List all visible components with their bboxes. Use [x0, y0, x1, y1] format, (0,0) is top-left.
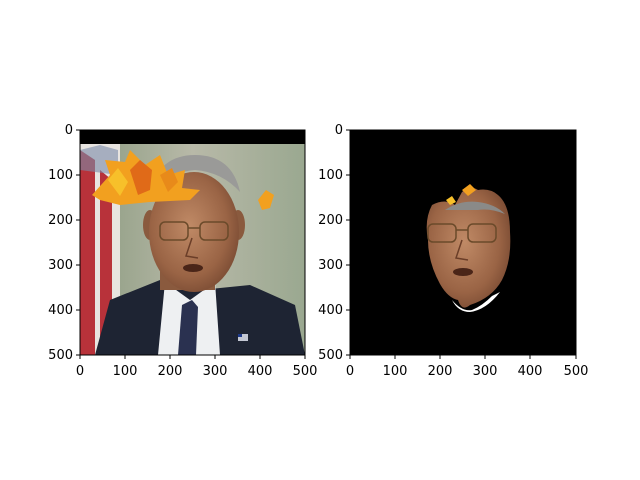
y-tick-label: 400 [318, 303, 343, 318]
y-tick-label: 400 [48, 303, 73, 318]
x-tick-label: 400 [248, 364, 273, 379]
y-tick-labels-right: 0 100 200 300 400 500 [318, 123, 343, 363]
x-tick-label: 0 [76, 364, 84, 379]
y-tick-label: 200 [318, 213, 343, 228]
x-tick-label: 400 [518, 364, 543, 379]
x-tick-label: 100 [383, 364, 408, 379]
y-tick-label: 100 [48, 168, 73, 183]
axes-right: 0 100 200 300 400 500 0 100 200 300 400 … [318, 123, 588, 379]
y-tick-label: 300 [318, 258, 343, 273]
y-tick-label: 0 [65, 123, 73, 138]
x-tick-label: 500 [564, 364, 589, 379]
x-axis-right [349, 355, 577, 359]
x-tick-labels-right: 0 100 200 300 400 500 [346, 364, 589, 379]
y-tick-label: 200 [48, 213, 73, 228]
x-tick-label: 300 [203, 364, 228, 379]
axes-frame-right [349, 129, 577, 356]
x-tick-label: 200 [158, 364, 183, 379]
masked-face-image [350, 130, 576, 355]
leaf-overlay [92, 150, 274, 210]
y-tick-label: 500 [318, 348, 343, 363]
y-tick-label: 0 [335, 123, 343, 138]
axes-frame-left [79, 129, 306, 356]
x-tick-label: 0 [346, 364, 354, 379]
y-tick-label: 500 [48, 348, 73, 363]
y-tick-label: 100 [318, 168, 343, 183]
face [149, 172, 239, 292]
glasses [159, 221, 229, 241]
y-tick-labels-left: 0 100 200 300 400 500 [48, 123, 73, 363]
y-tick-label: 300 [48, 258, 73, 273]
x-tick-label: 500 [293, 364, 318, 379]
y-axis-right [346, 129, 350, 356]
axes-left: 0 100 200 300 400 500 0 100 200 300 400 … [48, 123, 317, 379]
glasses-right [427, 223, 497, 243]
x-tick-labels-left: 0 100 200 300 400 500 [76, 364, 318, 379]
x-tick-label: 300 [473, 364, 498, 379]
x-tick-label: 200 [428, 364, 453, 379]
tie [178, 300, 198, 355]
y-axis-left [76, 129, 80, 356]
x-tick-label: 100 [113, 364, 138, 379]
x-axis-left [79, 355, 306, 359]
face-cutout [426, 187, 511, 308]
portrait-image [80, 130, 305, 355]
